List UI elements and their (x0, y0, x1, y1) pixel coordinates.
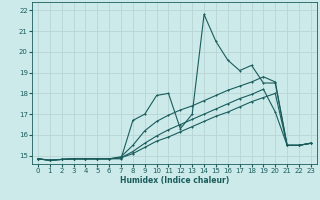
X-axis label: Humidex (Indice chaleur): Humidex (Indice chaleur) (120, 176, 229, 185)
